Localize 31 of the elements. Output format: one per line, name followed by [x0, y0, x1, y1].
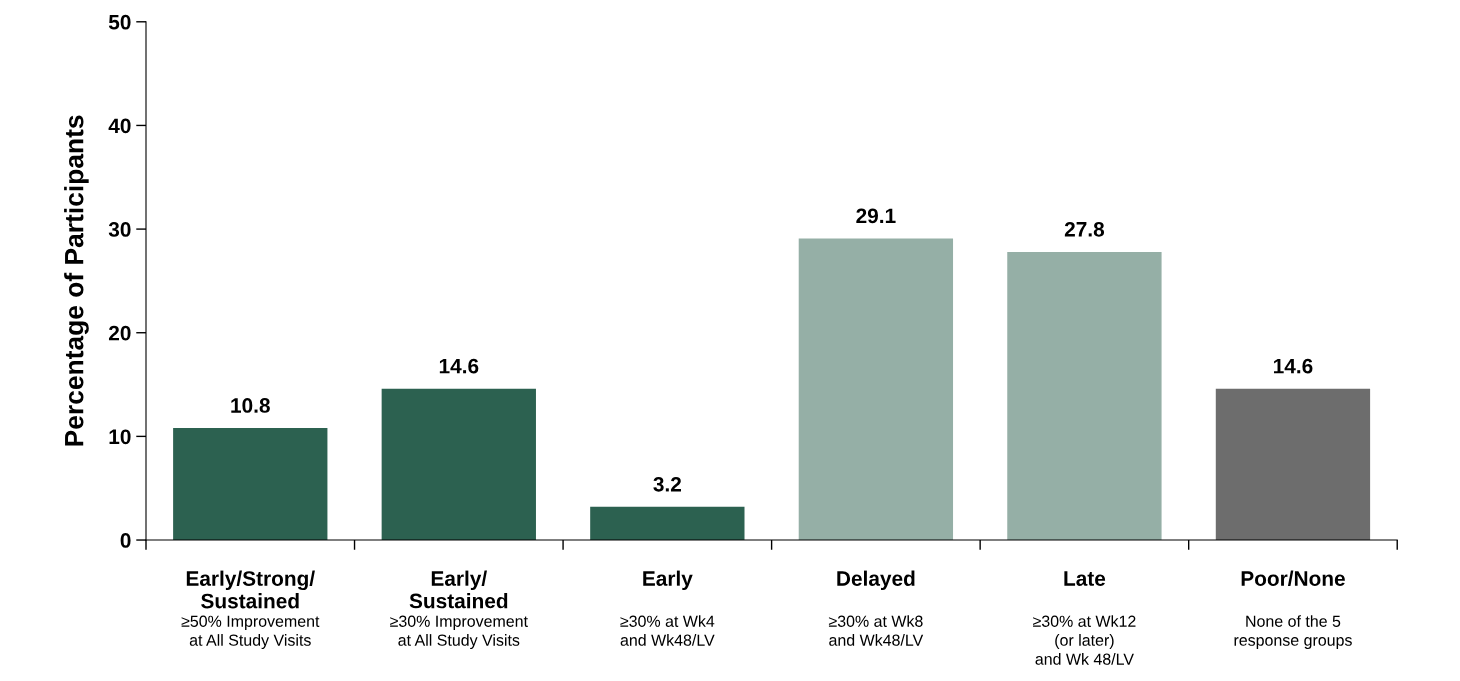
text: ≥30% at Wk12 (or later) and Wk 48/LV: [1033, 615, 1136, 665]
x-tick-label: Late: [1064, 571, 1106, 586]
text: ≥30% Improvement at All Study Visits: [390, 615, 528, 650]
text: ≥50% Improvement at All Study Visits: [181, 615, 320, 650]
y-tick-label: 0: [120, 533, 131, 548]
y-tick-label: 50: [108, 14, 131, 30]
bar: [590, 506, 745, 541]
bar: [173, 428, 328, 541]
x-tick-label: Early: [643, 570, 693, 591]
data-label: 3.2: [653, 476, 681, 492]
data-label: 14.6: [439, 358, 479, 374]
x-tick-label: Delayed: [837, 570, 915, 591]
bar: [1215, 388, 1371, 541]
text: ≥30% at Wk8 and Wk48/LV: [828, 615, 924, 646]
y-tick-label: 40: [108, 118, 131, 134]
text: None of the 5 response groups: [1234, 615, 1352, 650]
y-tick-label: 20: [108, 325, 131, 341]
x-tick-label: Early/Strong/ Sustained: [186, 570, 315, 609]
y-tick-label: 30: [108, 222, 131, 237]
bar: [381, 388, 536, 541]
data-label: 14.6: [1273, 358, 1313, 374]
data-label: 29.1: [856, 208, 896, 224]
bar: [1007, 251, 1162, 541]
y-tick-label: 10: [109, 429, 131, 445]
bar: [798, 238, 954, 541]
y-axis-title: Percentage of Participants: [64, 115, 89, 446]
data-label: 27.8: [1064, 221, 1105, 237]
x-tick-label: Early/ Sustained: [409, 570, 508, 609]
data-label: 10.8: [231, 398, 270, 413]
x-tick-label: Poor/None: [1241, 570, 1345, 587]
text: ≥30% at Wk4 and Wk48/LV: [620, 615, 715, 646]
